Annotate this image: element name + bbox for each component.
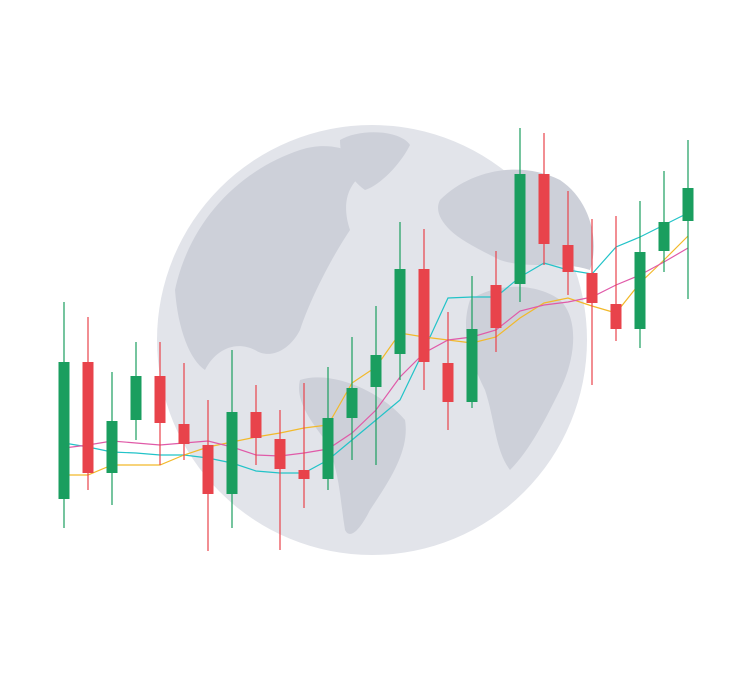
globe	[157, 125, 594, 555]
candle-body	[202, 445, 214, 494]
candle-body	[490, 285, 502, 328]
candle-body	[418, 269, 430, 362]
candle-body	[178, 424, 190, 444]
candle-body	[82, 362, 94, 473]
candle-body	[658, 222, 670, 251]
candle-body	[370, 355, 382, 387]
candle-body	[346, 388, 358, 418]
candle-body	[298, 470, 310, 479]
candle-body	[58, 362, 70, 499]
candles	[58, 128, 694, 551]
candle-body	[130, 376, 142, 420]
candle-body	[442, 363, 454, 402]
candle-body	[610, 304, 622, 329]
candle-body	[538, 174, 550, 244]
candle-body	[682, 188, 694, 221]
candle-body	[586, 273, 598, 303]
candle-body	[562, 245, 574, 272]
candle-body	[250, 412, 262, 438]
candle-body	[154, 376, 166, 423]
candle-body	[634, 252, 646, 329]
candle-body	[274, 439, 286, 469]
candle-body	[322, 418, 334, 479]
candle-body	[106, 421, 118, 473]
candle-body	[514, 174, 526, 284]
candle-body	[226, 412, 238, 494]
candle-body	[466, 329, 478, 402]
candle-body	[394, 269, 406, 354]
